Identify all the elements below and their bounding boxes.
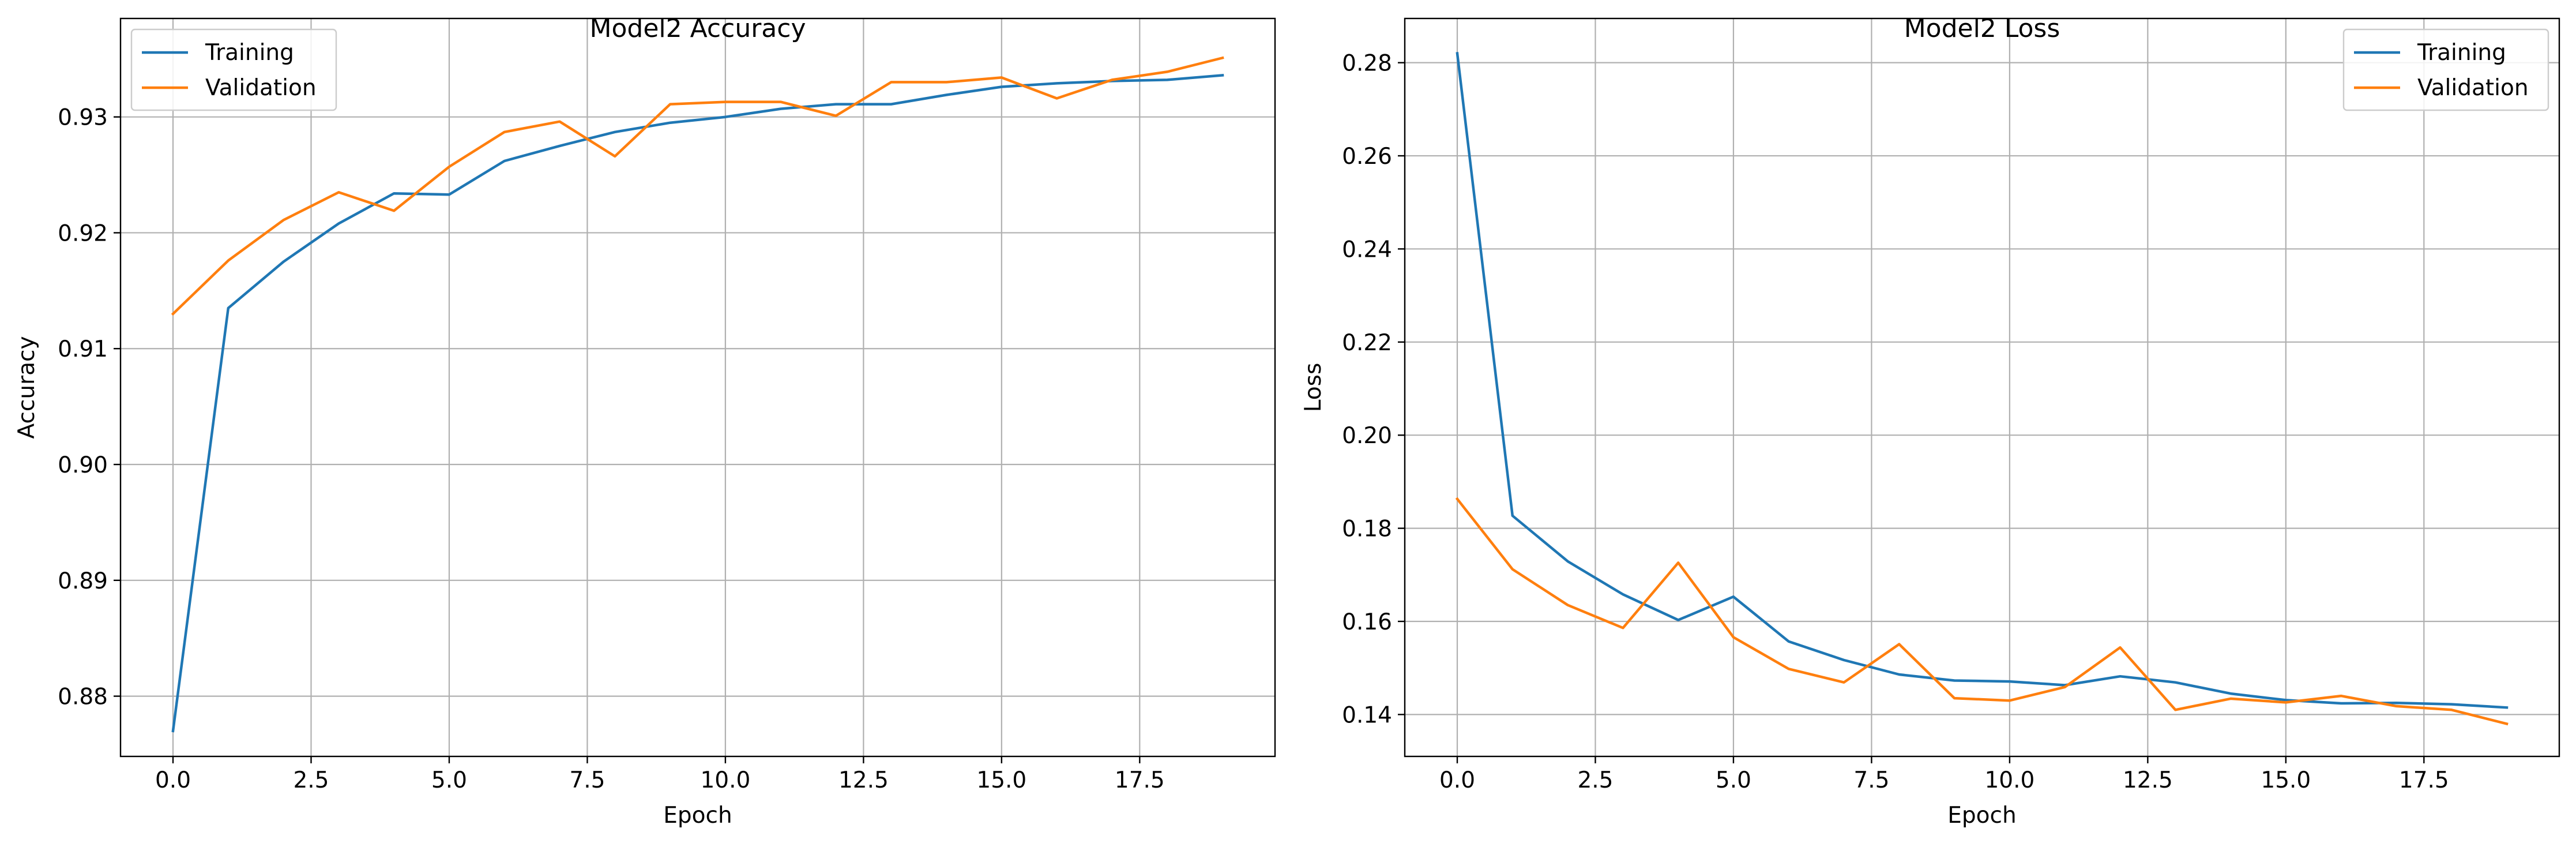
accuracy-grid — [121, 18, 1275, 756]
loss-y-tick-label: 0.20 — [1342, 423, 1392, 449]
loss-chart: 0.0 2.5 5.0 7.5 10.0 12.5 15.0 17.5 0.14 0.16 0.18… — [1300, 14, 2560, 829]
accuracy-x-tick-label: 5.0 — [431, 767, 467, 793]
loss-validation-line — [1455, 497, 2509, 726]
accuracy-x-axis-label: Epoch — [663, 803, 732, 829]
loss-x-tick-label: 15.0 — [2261, 767, 2311, 793]
loss-x-tick-label: 7.5 — [1853, 767, 1889, 793]
accuracy-x-tick-label: 17.5 — [1115, 767, 1165, 793]
loss-x-tick-label: 2.5 — [1577, 767, 1613, 793]
accuracy-plot-frame — [119, 17, 1276, 758]
accuracy-ticks: 0.0 2.5 5.0 7.5 10.0 12.5 15.0 17.5 0.88 0.89 0.90… — [58, 105, 1165, 793]
loss-series — [1455, 51, 2509, 726]
accuracy-legend: Training Validation — [130, 28, 337, 111]
accuracy-legend-box — [130, 28, 337, 111]
accuracy-x-tick-label: 15.0 — [976, 767, 1026, 793]
accuracy-x-tick-label: 7.5 — [569, 767, 605, 793]
loss-legend-label-validation: Validation — [2417, 75, 2529, 101]
loss-x-tick-label: 12.5 — [2123, 767, 2173, 793]
accuracy-series — [171, 56, 1224, 733]
loss-legend: Training Validation — [2342, 28, 2549, 111]
accuracy-y-tick-label: 0.92 — [58, 220, 108, 246]
accuracy-y-tick-label: 0.88 — [58, 684, 108, 710]
loss-x-tick-label: 0.0 — [1439, 767, 1475, 793]
accuracy-x-tick-label: 2.5 — [293, 767, 329, 793]
accuracy-training-line — [171, 73, 1224, 733]
accuracy-validation-line — [171, 56, 1224, 316]
loss-y-tick-label: 0.26 — [1342, 144, 1392, 170]
loss-legend-box — [2342, 28, 2549, 111]
loss-y-tick-label: 0.14 — [1342, 702, 1392, 728]
accuracy-chart-title: Model2 Accuracy — [590, 14, 806, 43]
loss-y-tick-label: 0.16 — [1342, 609, 1392, 635]
loss-x-axis-label: Epoch — [1947, 803, 2016, 829]
accuracy-y-tick-label: 0.90 — [58, 452, 108, 478]
loss-y-tick-label: 0.22 — [1342, 330, 1392, 356]
accuracy-y-tick-label: 0.89 — [58, 568, 108, 594]
loss-legend-label-training: Training — [2417, 40, 2506, 66]
loss-grid — [1405, 18, 2559, 756]
loss-plot-frame — [1404, 17, 2560, 758]
accuracy-x-tick-label: 10.0 — [700, 767, 750, 793]
accuracy-legend-label-validation: Validation — [205, 75, 317, 101]
accuracy-y-tick-label: 0.91 — [58, 336, 108, 362]
loss-y-tick-label: 0.24 — [1342, 237, 1392, 263]
accuracy-legend-label-training: Training — [205, 40, 294, 66]
loss-y-tick-label: 0.28 — [1342, 51, 1392, 77]
loss-y-tick-label: 0.18 — [1342, 516, 1392, 542]
accuracy-x-tick-label: 12.5 — [838, 767, 889, 793]
loss-y-axis-label: Loss — [1300, 363, 1326, 413]
accuracy-y-tick-label: 0.93 — [58, 105, 108, 131]
loss-chart-title: Model2 Loss — [1904, 14, 2060, 43]
loss-training-line — [1456, 51, 2509, 709]
accuracy-x-tick-label: 0.0 — [155, 767, 191, 793]
loss-x-tick-label: 10.0 — [1984, 767, 2035, 793]
accuracy-chart: 0.0 2.5 5.0 7.5 10.0 12.5 15.0 17.5 0.88 0.89 0.90… — [14, 14, 1276, 829]
loss-ticks: 0.0 2.5 5.0 7.5 10.0 12.5 15.0 17.5 0.14 0.16 0.18… — [1342, 51, 2449, 793]
loss-x-tick-label: 5.0 — [1716, 767, 1751, 793]
accuracy-y-axis-label: Accuracy — [14, 336, 40, 439]
loss-x-tick-label: 17.5 — [2399, 767, 2449, 793]
